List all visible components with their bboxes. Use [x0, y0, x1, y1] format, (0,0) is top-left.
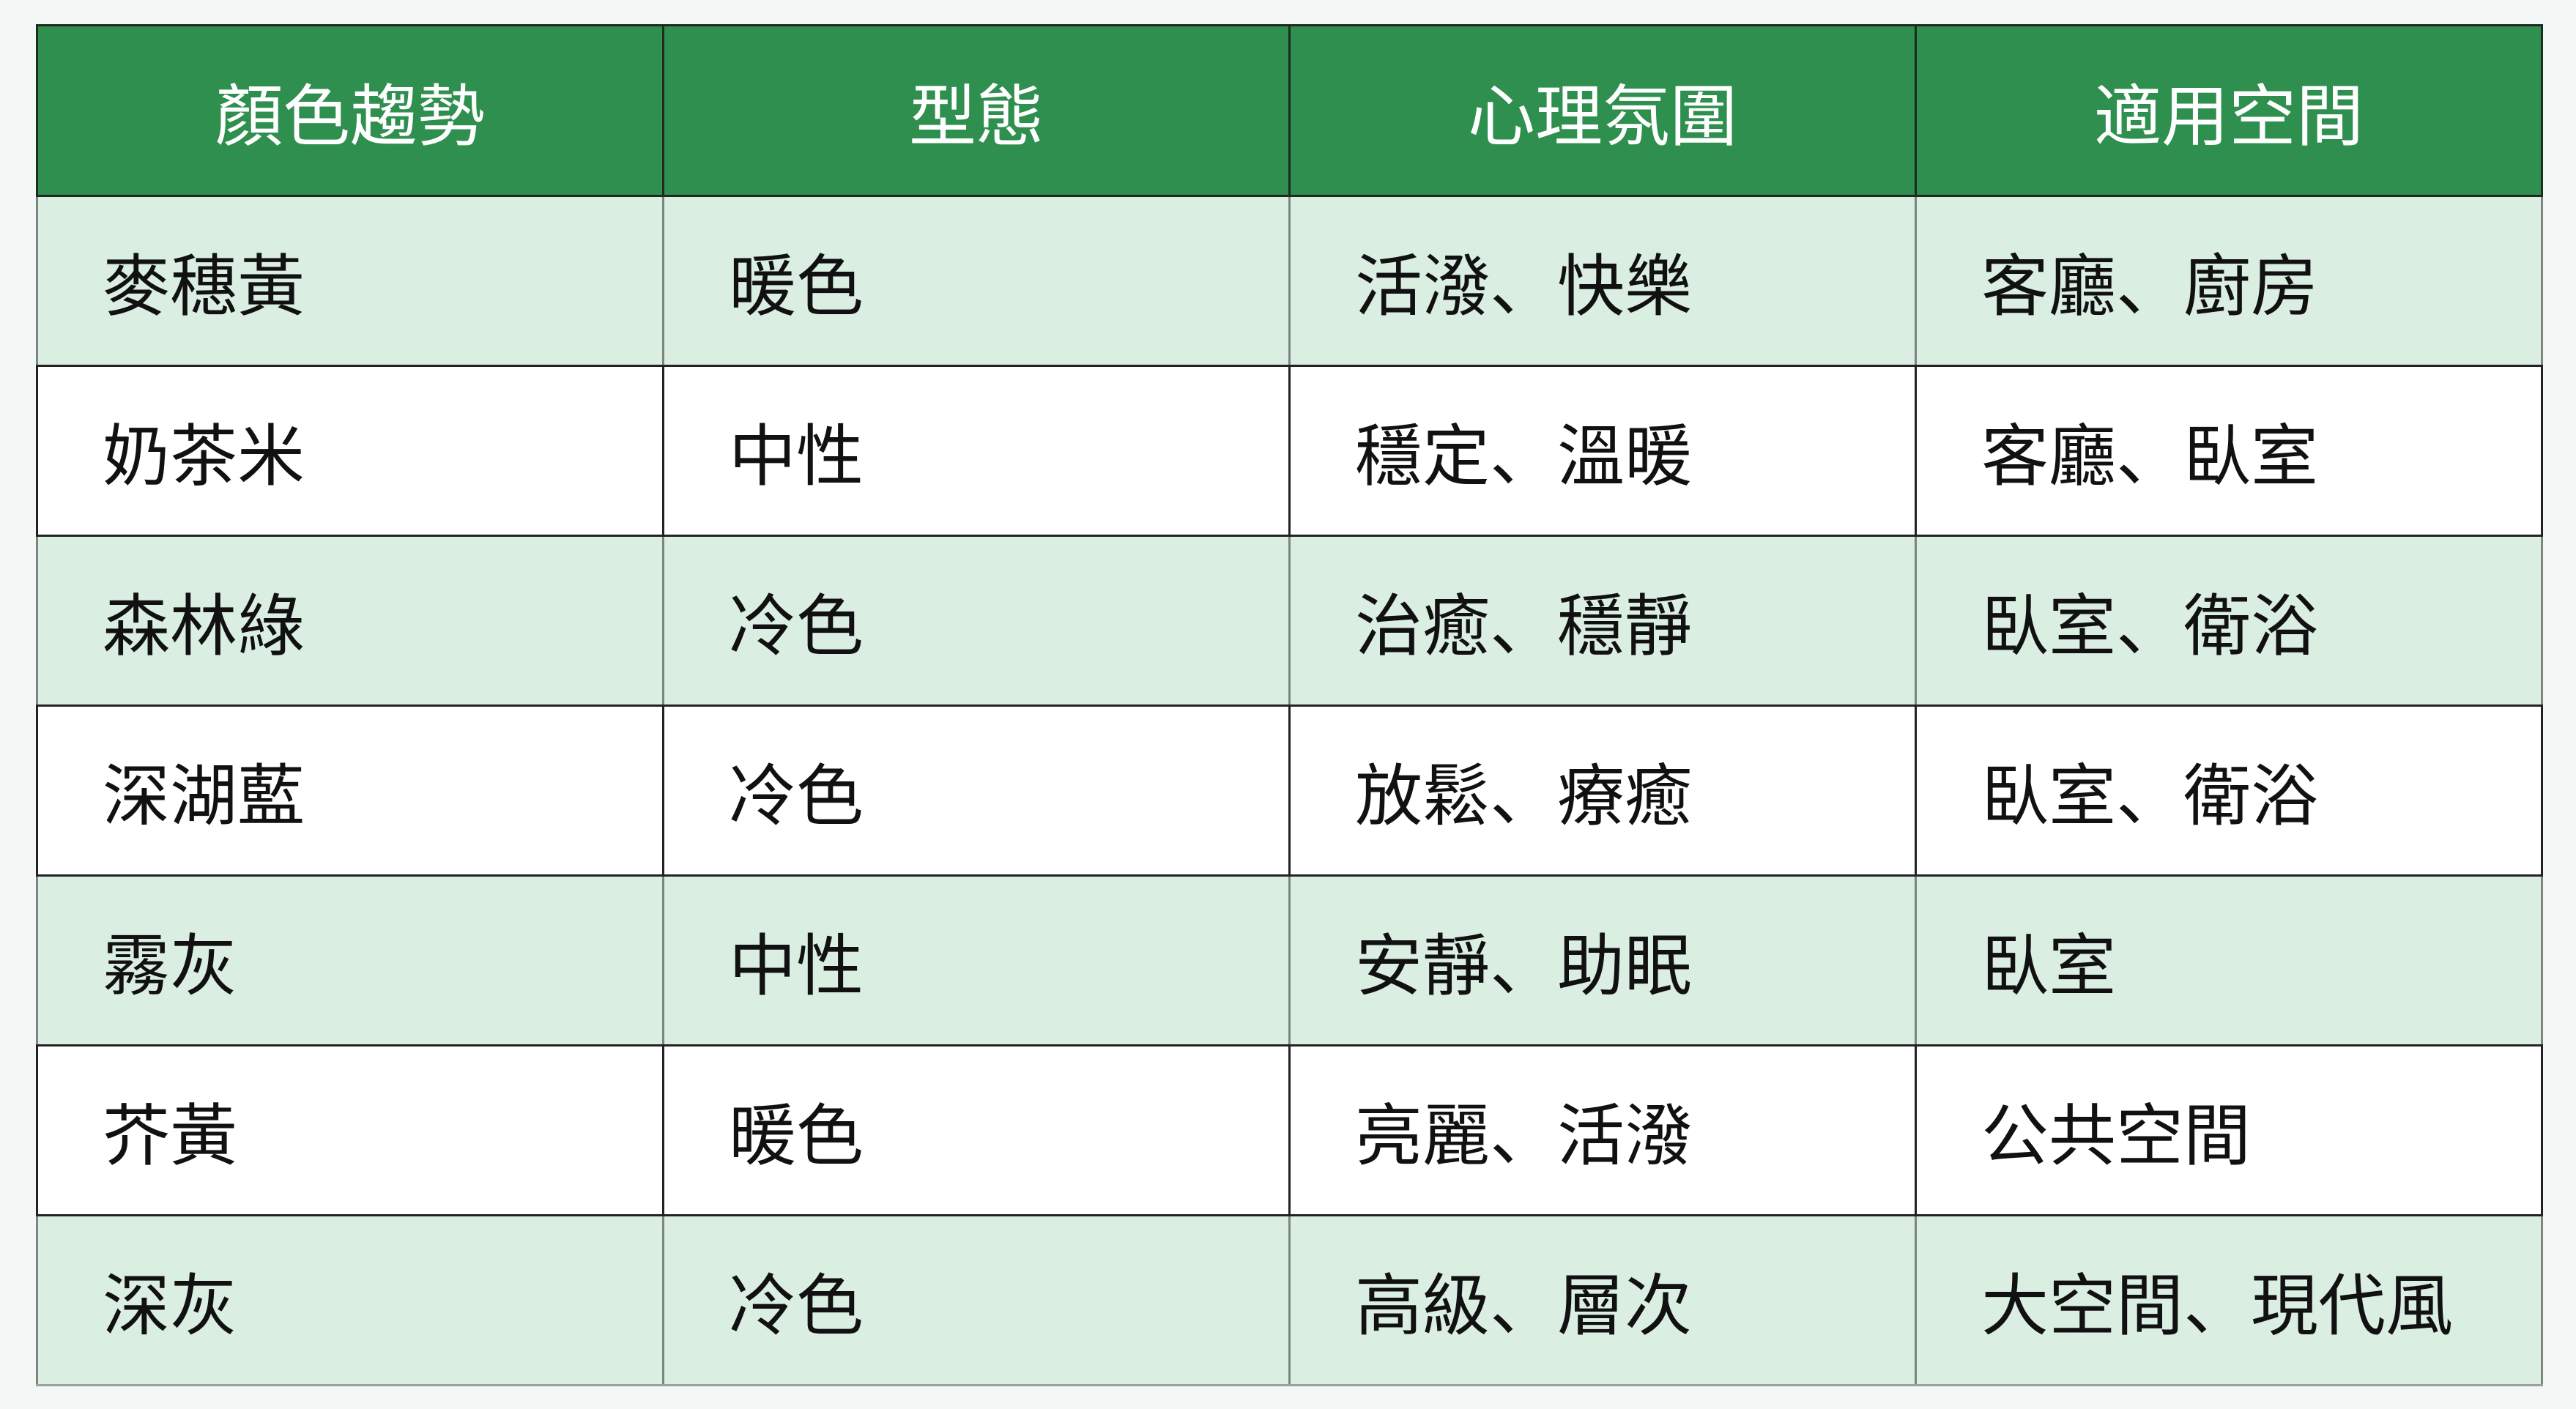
cell-color-trend: 森林綠 [36, 535, 664, 707]
cell-color-trend: 芥黃 [36, 1044, 664, 1216]
cell-mood: 安靜、助眠 [1288, 874, 1917, 1046]
cell-mood: 高級、層次 [1288, 1214, 1917, 1386]
cell-type: 冷色 [662, 1214, 1291, 1386]
cell-type: 冷色 [662, 704, 1291, 877]
cell-space: 客廳、廚房 [1915, 195, 2543, 367]
cell-type: 暖色 [662, 1044, 1291, 1216]
cell-space: 臥室、衛浴 [1915, 535, 2543, 707]
cell-color-trend: 霧灰 [36, 874, 664, 1046]
cell-space: 大空間、現代風 [1915, 1214, 2543, 1386]
cell-space: 客廳、臥室 [1915, 365, 2543, 537]
header-row: 顏色趨勢 型態 心理氛圍 適用空間 [36, 24, 2543, 197]
cell-color-trend: 奶茶米 [36, 365, 664, 537]
cell-mood: 放鬆、療癒 [1288, 704, 1917, 877]
header-type: 型態 [662, 24, 1291, 197]
color-trend-table: 顏色趨勢 型態 心理氛圍 適用空間 麥穗黃 暖色 活潑、快樂 客廳、廚房 奶茶米 中性 穩定… [36, 24, 2543, 1386]
cell-mood: 穩定、溫暖 [1288, 365, 1917, 537]
cell-space: 公共空間 [1915, 1044, 2543, 1216]
table-row: 麥穗黃 暖色 活潑、快樂 客廳、廚房 [36, 195, 2543, 367]
table-row: 深湖藍 冷色 放鬆、療癒 臥室、衛浴 [36, 704, 2543, 877]
table-row: 森林綠 冷色 治癒、穩靜 臥室、衛浴 [36, 535, 2543, 707]
cell-color-trend: 深湖藍 [36, 704, 664, 877]
table-row: 芥黃 暖色 亮麗、活潑 公共空間 [36, 1044, 2543, 1216]
header-color-trend: 顏色趨勢 [36, 24, 664, 197]
table-row: 深灰 冷色 高級、層次 大空間、現代風 [36, 1214, 2543, 1386]
cell-type: 冷色 [662, 535, 1291, 707]
cell-mood: 活潑、快樂 [1288, 195, 1917, 367]
header-mood: 心理氛圍 [1288, 24, 1917, 197]
cell-type: 中性 [662, 365, 1291, 537]
cell-mood: 治癒、穩靜 [1288, 535, 1917, 707]
cell-type: 暖色 [662, 195, 1291, 367]
cell-type: 中性 [662, 874, 1291, 1046]
table-row: 奶茶米 中性 穩定、溫暖 客廳、臥室 [36, 365, 2543, 537]
header-space: 適用空間 [1915, 24, 2543, 197]
cell-color-trend: 深灰 [36, 1214, 664, 1386]
cell-color-trend: 麥穗黃 [36, 195, 664, 367]
cell-space: 臥室 [1915, 874, 2543, 1046]
cell-space: 臥室、衛浴 [1915, 704, 2543, 877]
cell-mood: 亮麗、活潑 [1288, 1044, 1917, 1216]
table-row: 霧灰 中性 安靜、助眠 臥室 [36, 874, 2543, 1046]
